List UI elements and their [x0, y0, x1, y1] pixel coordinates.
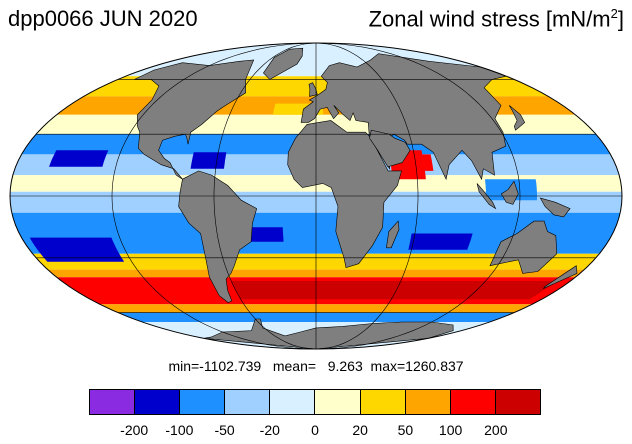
land-arabia	[369, 129, 411, 168]
land-eurasia	[300, 53, 508, 181]
colorbar-tick-label: -200	[120, 422, 149, 438]
colorbar-swatch	[450, 390, 496, 414]
wind-feature	[509, 96, 571, 111]
colorbar-tick-labels: -200 -100 -50 -20 0 20 50 100 200	[0, 422, 632, 442]
land-australia	[489, 220, 558, 274]
colorbar-tick-label: 0	[311, 422, 319, 438]
colorbar-tick-label: -20	[259, 422, 280, 438]
colorbar-swatch	[90, 390, 136, 414]
colorbar-tick-label: 20	[352, 422, 368, 438]
statistics-line: min=-1102.739 mean= 9.263 max=1260.837	[168, 358, 464, 374]
land-new-guinea	[539, 197, 571, 218]
colorbar-swatch	[405, 390, 451, 414]
land-greenland	[263, 47, 304, 80]
land-madagascar	[386, 220, 400, 249]
colorbar	[89, 389, 541, 415]
land-japan	[508, 105, 526, 131]
wind-feature	[190, 152, 227, 169]
graticule	[10, 42, 622, 350]
colorbar-swatch	[225, 390, 271, 414]
colorbar-tick-label: 200	[484, 422, 508, 438]
colorbar-swatch	[180, 390, 226, 414]
colorbar-swatch	[135, 390, 181, 414]
colorbar-swatch	[495, 390, 540, 414]
colorbar-tick-label: 50	[397, 422, 414, 438]
variable-title-exponent: 2	[610, 6, 618, 21]
map-outline	[9, 42, 623, 350]
colorbar-swatch	[360, 390, 406, 414]
land-north-america	[134, 59, 255, 180]
colorbar-tick-label: 100	[438, 422, 463, 438]
colorbar-swatch	[315, 390, 361, 414]
wind-feature	[49, 150, 109, 167]
land-new-zealand	[542, 265, 578, 290]
map-title: dpp0066 JUN 2020	[8, 6, 198, 31]
land-borneo	[500, 180, 519, 205]
wind-feature	[231, 281, 557, 300]
colorbar-swatch	[270, 390, 316, 414]
colorbar-tick-label: -50	[214, 422, 235, 438]
variable-title-close: ]	[617, 6, 624, 32]
colorbar-tick-label: -100	[165, 422, 194, 438]
wind-feature	[29, 237, 125, 262]
land-britain	[308, 82, 318, 97]
variable-title: Zonal wind stress [mN/m2]	[369, 6, 624, 32]
wind-feature	[408, 233, 473, 250]
variable-title-text: Zonal wind stress [mN/m	[368, 6, 611, 32]
wind-feature	[406, 154, 434, 171]
